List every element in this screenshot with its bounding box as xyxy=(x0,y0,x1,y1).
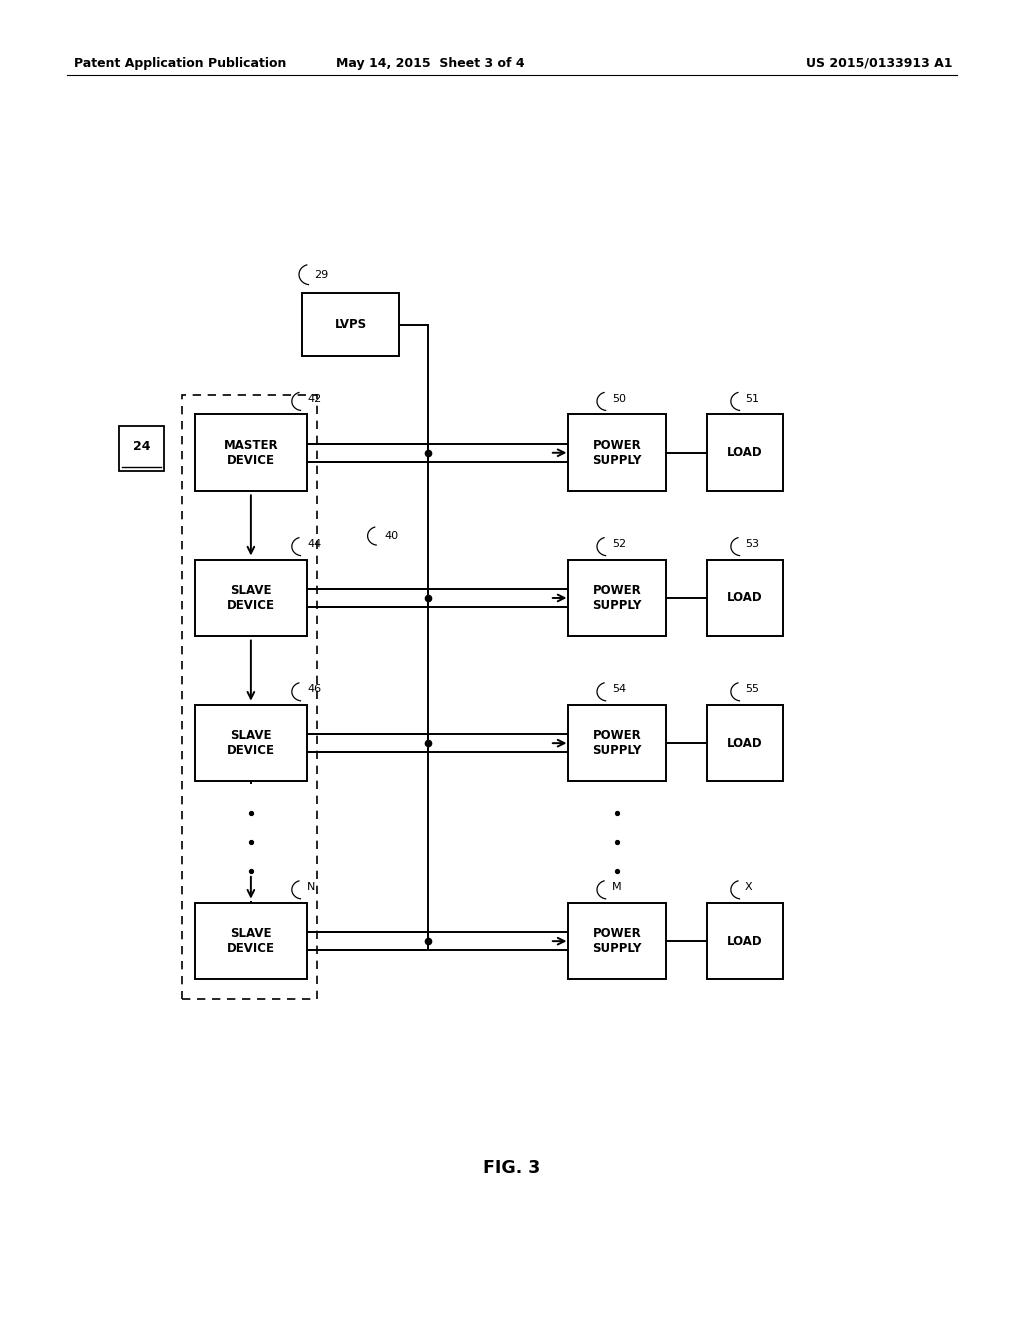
Text: SLAVE
DEVICE: SLAVE DEVICE xyxy=(227,729,274,758)
FancyBboxPatch shape xyxy=(195,560,307,636)
Text: 51: 51 xyxy=(744,393,759,404)
Text: 24: 24 xyxy=(132,440,151,453)
Text: SLAVE
DEVICE: SLAVE DEVICE xyxy=(227,583,274,612)
Text: 54: 54 xyxy=(612,684,627,694)
Text: 52: 52 xyxy=(612,539,627,549)
FancyBboxPatch shape xyxy=(707,560,783,636)
Text: Patent Application Publication: Patent Application Publication xyxy=(74,57,286,70)
FancyBboxPatch shape xyxy=(195,414,307,491)
Text: LOAD: LOAD xyxy=(727,591,763,605)
Text: X: X xyxy=(744,882,753,892)
Text: POWER
SUPPLY: POWER SUPPLY xyxy=(592,927,642,956)
Text: US 2015/0133913 A1: US 2015/0133913 A1 xyxy=(806,57,952,70)
FancyBboxPatch shape xyxy=(195,903,307,979)
FancyBboxPatch shape xyxy=(707,414,783,491)
FancyBboxPatch shape xyxy=(707,903,783,979)
FancyBboxPatch shape xyxy=(568,903,666,979)
Text: POWER
SUPPLY: POWER SUPPLY xyxy=(592,583,642,612)
Text: N: N xyxy=(307,882,315,892)
Text: FIG. 3: FIG. 3 xyxy=(483,1159,541,1177)
Text: 46: 46 xyxy=(307,684,322,694)
Text: 50: 50 xyxy=(612,393,626,404)
Text: 42: 42 xyxy=(307,393,322,404)
FancyBboxPatch shape xyxy=(195,705,307,781)
Text: SLAVE
DEVICE: SLAVE DEVICE xyxy=(227,927,274,956)
Text: 29: 29 xyxy=(314,269,329,280)
Text: MASTER
DEVICE: MASTER DEVICE xyxy=(223,438,279,467)
Text: 44: 44 xyxy=(307,539,322,549)
Text: M: M xyxy=(612,882,622,892)
Text: 40: 40 xyxy=(384,531,398,541)
Text: 55: 55 xyxy=(744,684,759,694)
Text: LOAD: LOAD xyxy=(727,935,763,948)
Text: 53: 53 xyxy=(744,539,759,549)
Text: LVPS: LVPS xyxy=(335,318,367,331)
Text: POWER
SUPPLY: POWER SUPPLY xyxy=(592,438,642,467)
FancyBboxPatch shape xyxy=(568,560,666,636)
Text: LOAD: LOAD xyxy=(727,446,763,459)
FancyBboxPatch shape xyxy=(707,705,783,781)
FancyBboxPatch shape xyxy=(568,705,666,781)
Text: May 14, 2015  Sheet 3 of 4: May 14, 2015 Sheet 3 of 4 xyxy=(336,57,524,70)
FancyBboxPatch shape xyxy=(568,414,666,491)
FancyBboxPatch shape xyxy=(119,426,164,471)
Text: LOAD: LOAD xyxy=(727,737,763,750)
Text: POWER
SUPPLY: POWER SUPPLY xyxy=(592,729,642,758)
FancyBboxPatch shape xyxy=(302,293,399,356)
